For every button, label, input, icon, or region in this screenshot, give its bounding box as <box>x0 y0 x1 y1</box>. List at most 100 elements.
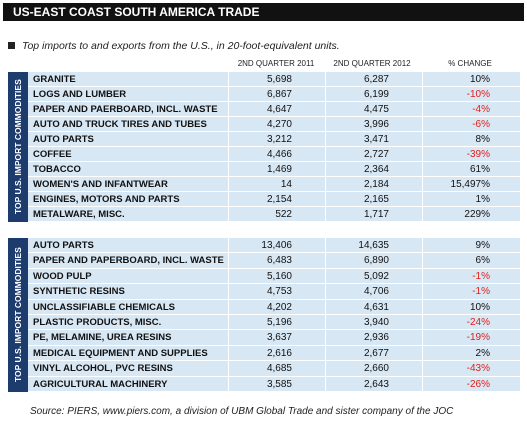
teu-value: 3,471 <box>363 134 389 145</box>
percent-change: 229% <box>464 209 490 220</box>
teu-value: 1,469 <box>266 164 292 175</box>
column-header: 2ND QUARTER 2012 <box>333 59 411 68</box>
teu-value: 5,196 <box>266 317 292 328</box>
percent-change: -1% <box>472 270 490 282</box>
table-row <box>28 345 520 362</box>
table-row <box>28 207 520 222</box>
teu-value: 4,647 <box>266 104 292 115</box>
teu-value: 2,154 <box>266 194 292 205</box>
section-label: TOP U.S. IMPORT COMMODITIES <box>13 247 23 383</box>
teu-value: 4,631 <box>363 301 389 313</box>
teu-value: 13,406 <box>261 240 292 251</box>
teu-value: 14,635 <box>358 240 389 251</box>
commodity-name: WOMEN'S AND INFANTWEAR <box>33 179 168 190</box>
teu-value: 2,677 <box>363 347 389 359</box>
teu-value: 2,936 <box>363 332 389 344</box>
teu-value: 3,940 <box>363 317 389 328</box>
teu-value: 3,212 <box>266 134 292 145</box>
table-row <box>28 238 520 254</box>
teu-value: 2,165 <box>363 194 389 205</box>
teu-value: 3,996 <box>363 119 389 130</box>
percent-change: 2% <box>475 347 490 359</box>
table-row <box>28 177 520 192</box>
column-header: 2ND QUARTER 2011 <box>237 59 315 68</box>
teu-value: 5,092 <box>363 270 389 282</box>
teu-value: 6,287 <box>363 74 389 85</box>
bullet <box>8 42 15 49</box>
source: Source: PIERS, www.piers.com, a division… <box>30 406 454 417</box>
teu-value: 4,753 <box>266 286 292 298</box>
teu-value: 4,706 <box>363 286 389 298</box>
commodity-name: PAPER AND PAPERBOARD, INCL. WASTE <box>33 255 224 267</box>
teu-value: 6,199 <box>363 89 389 100</box>
teu-value: 2,727 <box>363 149 389 160</box>
percent-change: -39% <box>466 149 490 160</box>
percent-change: -24% <box>466 317 490 328</box>
commodity-name: ENGINES, MOTORS AND PARTS <box>33 194 180 205</box>
percent-change: -10% <box>466 89 490 100</box>
column-divider <box>325 72 326 222</box>
percent-change: -26% <box>466 378 490 390</box>
teu-value: 4,466 <box>266 149 292 160</box>
table-row <box>28 117 520 132</box>
section-label: TOP U.S. IMPORT COMMODITIES <box>13 79 23 215</box>
teu-value: 4,270 <box>266 119 292 130</box>
table-row <box>28 253 520 269</box>
commodity-name: COFFEE <box>33 149 72 160</box>
commodity-name: PE, MELAMINE, UREA RESINS <box>33 332 172 344</box>
section-band <box>8 238 28 392</box>
percent-change: 15,497% <box>450 179 490 190</box>
teu-value: 3,585 <box>266 378 292 390</box>
table-row <box>28 147 520 162</box>
teu-value: 6,867 <box>266 89 292 100</box>
column-divider <box>325 238 326 392</box>
percent-change: 9% <box>475 240 490 251</box>
table-row <box>28 299 520 315</box>
percent-change: -43% <box>466 363 490 375</box>
commodity-name: METALWARE, MISC. <box>33 209 125 220</box>
table-row <box>28 102 520 117</box>
commodity-name: MEDICAL EQUIPMENT AND SUPPLIES <box>33 347 208 359</box>
percent-change: 10% <box>469 74 490 85</box>
percent-change: -1% <box>472 286 490 298</box>
section-band <box>8 72 28 222</box>
commodity-name: AUTO AND TRUCK TIRES AND TUBES <box>33 119 207 130</box>
table-row <box>28 268 520 285</box>
table-row <box>28 162 520 177</box>
commodity-name: PLASTIC PRODUCTS, MISC. <box>33 317 162 328</box>
commodity-name: VINYL ALCOHOL, PVC RESINS <box>33 363 173 375</box>
commodity-name: GRANITE <box>33 74 76 85</box>
table-row <box>28 72 520 87</box>
commodity-name: UNCLASSIFIABLE CHEMICALS <box>33 301 175 313</box>
teu-value: 6,483 <box>266 255 292 267</box>
commodity-name: PAPER AND PAERBOARD, INCL. WASTE <box>33 104 218 115</box>
teu-value: 6,890 <box>363 255 389 267</box>
table-row <box>28 330 520 346</box>
table-row <box>28 315 520 331</box>
percent-change: -4% <box>472 104 490 115</box>
teu-value: 2,643 <box>363 378 389 390</box>
teu-value: 14 <box>280 179 292 190</box>
commodity-name: SYNTHETIC RESINS <box>33 286 125 298</box>
teu-value: 2,364 <box>363 164 389 175</box>
column-divider <box>228 72 229 222</box>
percent-change: -19% <box>466 332 490 344</box>
column-header: % CHANGE <box>448 59 492 68</box>
table-row <box>28 87 520 102</box>
teu-value: 5,160 <box>266 270 292 282</box>
column-divider <box>422 238 423 392</box>
teu-value: 5,698 <box>266 74 292 85</box>
column-divider <box>228 238 229 392</box>
table-row <box>28 284 520 300</box>
table-row <box>28 132 520 147</box>
percent-change: 61% <box>469 164 490 175</box>
percent-change: 1% <box>475 194 490 205</box>
commodity-name: WOOD PULP <box>33 270 92 282</box>
teu-value: 2,184 <box>363 179 389 190</box>
title: US-EAST COAST SOUTH AMERICA TRADE <box>3 3 524 21</box>
table-row <box>28 192 520 207</box>
percent-change: -6% <box>472 119 490 130</box>
teu-value: 4,202 <box>266 301 292 313</box>
subtitle: Top imports to and exports from the U.S.… <box>22 40 340 52</box>
